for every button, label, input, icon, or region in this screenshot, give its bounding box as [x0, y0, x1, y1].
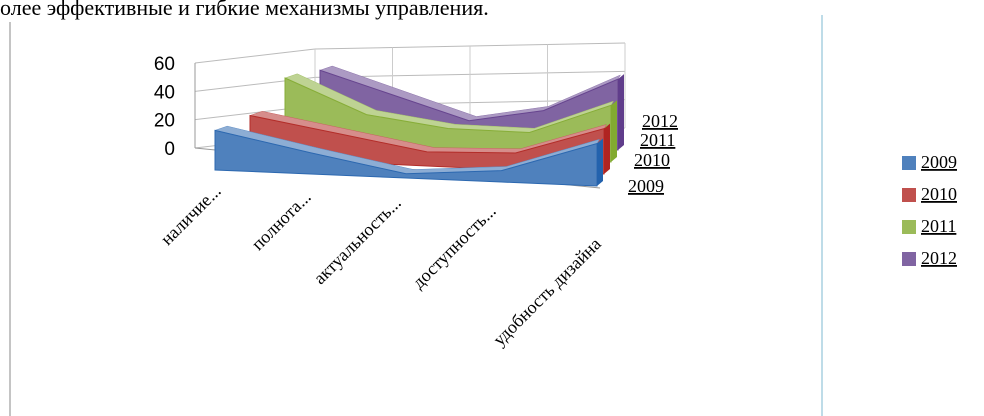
y-tick-label: 60	[154, 54, 175, 75]
y-tick-label: 20	[154, 111, 175, 132]
legend-label: 2011	[921, 216, 956, 236]
x-tick-label: удобность дизайна	[489, 234, 605, 350]
x-tick-label: доступность...	[408, 201, 500, 293]
legend-label: 2009	[921, 152, 957, 172]
legend-label: 2010	[921, 184, 957, 204]
legend-swatch	[902, 220, 916, 234]
area-side	[597, 138, 603, 186]
x-tick-label: наличие...	[157, 181, 225, 249]
depth-axis-label: 2010	[634, 150, 670, 170]
area-side	[604, 123, 610, 174]
depth-axis-label: 2012	[642, 111, 678, 131]
area-side	[611, 100, 617, 162]
depth-axis-label: 2011	[640, 130, 675, 150]
document-text: олее эффективные и гибкие механизмы упра…	[0, 0, 489, 20]
legend-swatch	[902, 252, 916, 266]
x-tick-label: актуальность...	[309, 193, 404, 288]
legend-swatch	[902, 188, 916, 202]
grid-line	[194, 48, 316, 64]
y-tick-label: 40	[154, 82, 175, 103]
area-side	[618, 74, 624, 150]
legend-swatch	[902, 156, 916, 170]
x-tick-label: полнота...	[247, 187, 314, 254]
legend-label: 2012	[921, 248, 957, 268]
depth-axis-label: 2009	[628, 176, 664, 196]
y-tick-label: 0	[164, 139, 175, 160]
